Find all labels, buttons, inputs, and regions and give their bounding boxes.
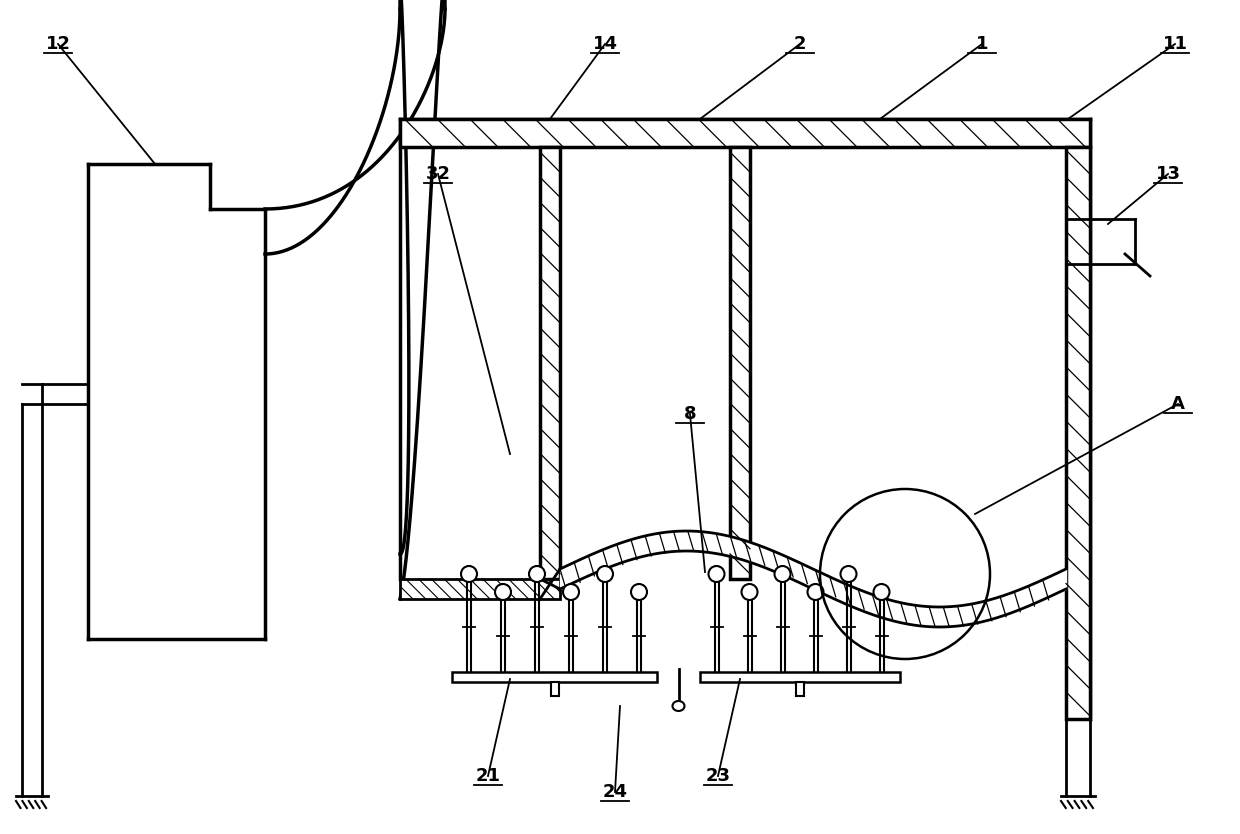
Text: 1: 1 (976, 35, 988, 53)
Text: 24: 24 (603, 783, 627, 801)
Ellipse shape (807, 584, 823, 600)
Ellipse shape (596, 566, 613, 582)
Ellipse shape (563, 584, 579, 600)
Ellipse shape (495, 584, 511, 600)
Text: 13: 13 (1156, 165, 1180, 183)
Bar (730, 147, 750, 579)
Text: 32: 32 (425, 165, 450, 183)
Ellipse shape (461, 566, 477, 582)
Bar (539, 147, 560, 579)
Ellipse shape (529, 566, 546, 582)
Ellipse shape (631, 584, 647, 600)
Bar (401, 119, 1090, 147)
Ellipse shape (841, 566, 857, 582)
Bar (551, 682, 558, 696)
Bar (401, 579, 560, 599)
Ellipse shape (708, 566, 724, 582)
Ellipse shape (742, 584, 758, 600)
Text: 21: 21 (475, 767, 501, 785)
Ellipse shape (873, 584, 889, 600)
Ellipse shape (775, 566, 791, 582)
Text: 23: 23 (706, 767, 730, 785)
Bar (796, 682, 804, 696)
Text: A: A (1171, 395, 1185, 413)
Text: 2: 2 (794, 35, 806, 53)
Bar (1066, 147, 1090, 719)
Text: 14: 14 (593, 35, 618, 53)
Bar (701, 672, 900, 682)
Bar (453, 672, 657, 682)
Ellipse shape (672, 701, 684, 711)
Text: 12: 12 (46, 35, 71, 53)
Text: 11: 11 (1163, 35, 1188, 53)
Text: 8: 8 (683, 405, 697, 423)
